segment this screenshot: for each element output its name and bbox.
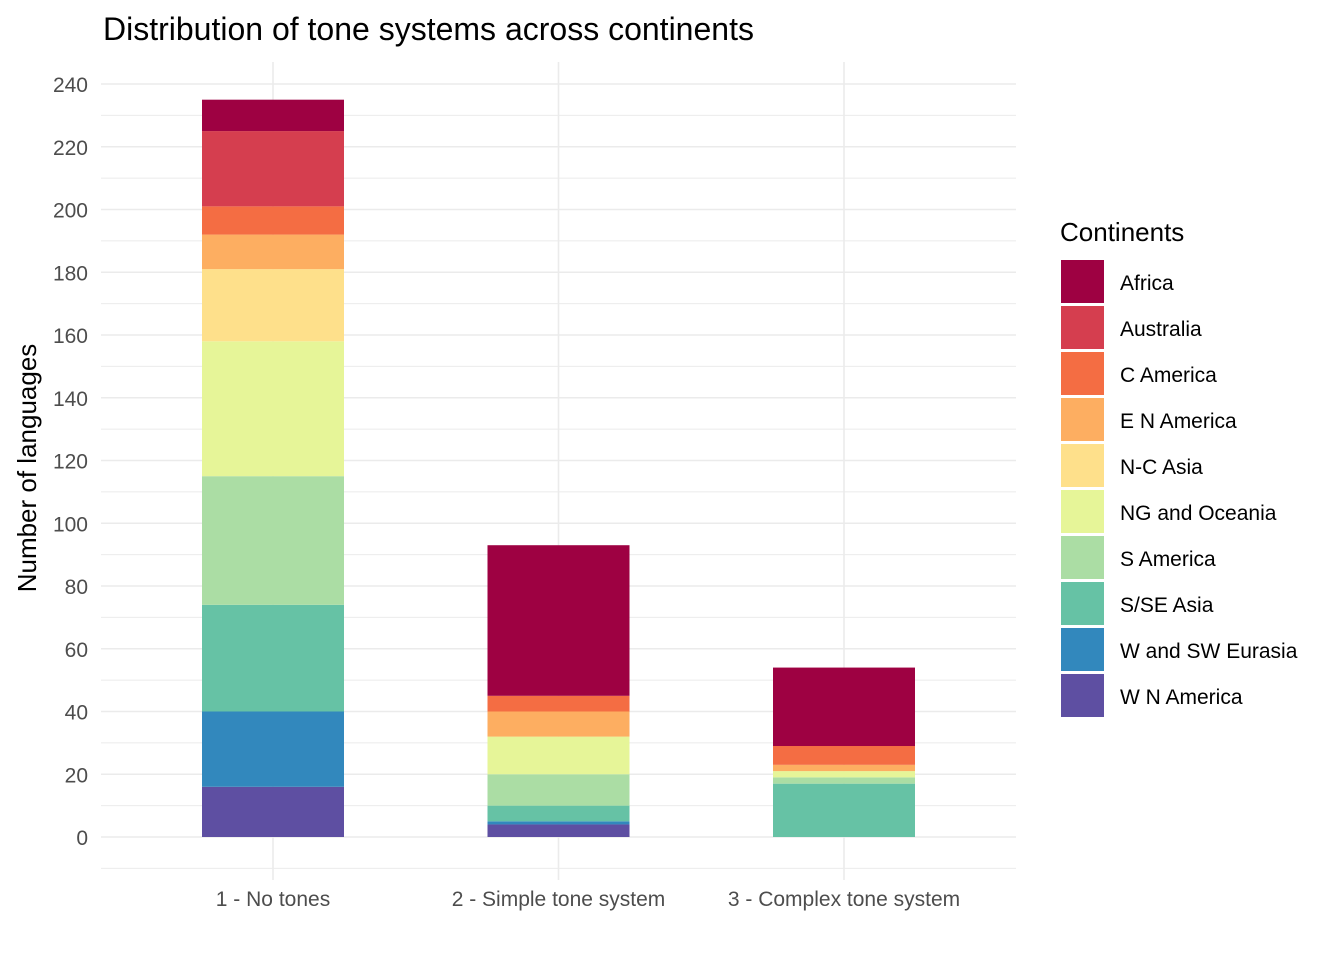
y-axis-ticks: 0 20 40 60 80 100 120 140 160 180 200 220 240	[53, 74, 88, 850]
bar-segment	[487, 805, 630, 822]
legend-swatch	[1061, 352, 1104, 395]
bar-segment	[202, 234, 344, 270]
y-tick-label: 0	[76, 827, 88, 850]
bar-segment	[487, 695, 630, 712]
y-tick-label: 120	[53, 451, 88, 474]
bar-segment	[202, 206, 344, 235]
legend-label: W and SW Eurasia	[1120, 640, 1298, 663]
legend-swatch	[1061, 536, 1104, 579]
x-tick-label: 3 - Complex tone system	[728, 888, 960, 911]
legend-swatch	[1061, 490, 1104, 533]
bar-segment	[773, 746, 915, 765]
bar-segment	[487, 824, 630, 837]
y-tick-label: 180	[53, 262, 88, 285]
y-tick-label: 160	[53, 325, 88, 348]
legend-label: NG and Oceania	[1120, 502, 1277, 525]
x-axis-ticks: 1 - No tones 2 - Simple tone system 3 - Co…	[216, 888, 960, 911]
bar-segment	[487, 545, 630, 696]
x-tick-label: 1 - No tones	[216, 888, 330, 911]
bar-segment	[202, 604, 344, 712]
bar-segment	[202, 269, 344, 342]
y-tick-label: 240	[53, 74, 88, 97]
y-tick-label: 20	[65, 764, 88, 787]
y-tick-label: 80	[65, 576, 88, 599]
y-tick-label: 220	[53, 137, 88, 160]
legend-label: Australia	[1120, 318, 1202, 341]
bar-segment	[487, 774, 630, 806]
bar-segment	[202, 786, 344, 837]
bar-segment	[773, 783, 915, 837]
y-axis-label: Number of languages	[12, 344, 42, 593]
legend-swatch	[1061, 444, 1104, 487]
legend-swatch	[1061, 398, 1104, 441]
legend-swatch	[1061, 260, 1104, 303]
bar-segment	[487, 711, 630, 737]
bar-segment	[773, 771, 915, 778]
bar-segment	[487, 821, 630, 825]
legend-swatch	[1061, 582, 1104, 625]
bar-segment	[773, 764, 915, 772]
legend-title: Continents	[1060, 217, 1184, 247]
legend-label: N-C Asia	[1120, 456, 1203, 479]
legend-label: W N America	[1120, 686, 1243, 709]
legend-swatch	[1061, 674, 1104, 717]
legend-swatch	[1061, 628, 1104, 671]
bar-segment	[202, 476, 344, 605]
y-tick-label: 140	[53, 388, 88, 411]
bars	[202, 99, 915, 837]
bar-segment	[202, 711, 344, 787]
y-tick-label: 200	[53, 200, 88, 223]
chart-title: Distribution of tone systems across cont…	[103, 11, 754, 47]
y-tick-label: 40	[65, 702, 88, 725]
legend-label: C America	[1120, 364, 1217, 387]
bar-segment	[773, 777, 915, 784]
y-tick-label: 100	[53, 513, 88, 536]
bar-segment	[773, 667, 915, 747]
bar-segment	[487, 736, 630, 775]
legend-swatch	[1061, 306, 1104, 349]
legend-label: S/SE Asia	[1120, 594, 1214, 617]
bar-segment	[202, 341, 344, 477]
y-tick-label: 60	[65, 639, 88, 662]
legend-label: Africa	[1120, 272, 1174, 295]
legend-label: S America	[1120, 548, 1216, 571]
bar-segment	[202, 131, 344, 207]
x-tick-label: 2 - Simple tone system	[452, 888, 666, 911]
legend: Continents Africa Australia C America E N A…	[1060, 217, 1298, 717]
bar-segment	[202, 99, 344, 132]
legend-label: E N America	[1120, 410, 1237, 433]
